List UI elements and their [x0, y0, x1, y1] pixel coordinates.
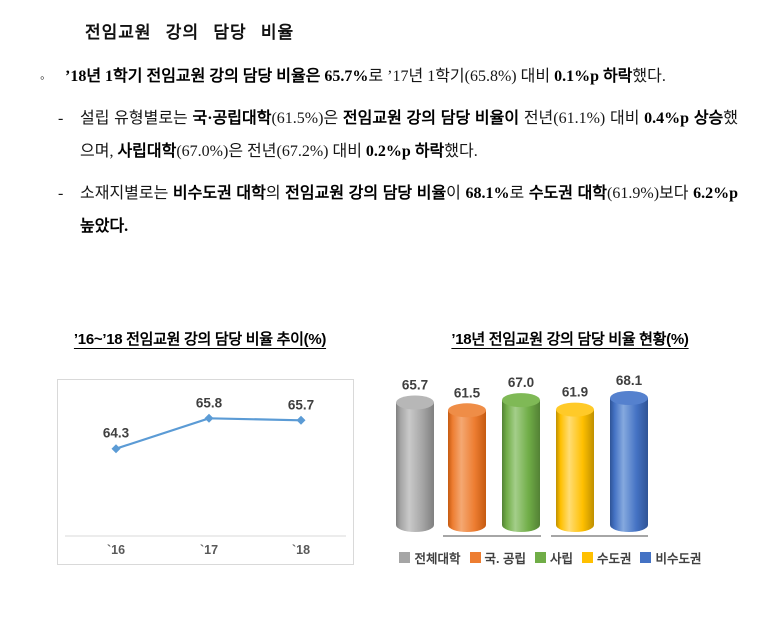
- data-point-label: 65.8: [196, 395, 223, 410]
- legend-swatch: [640, 552, 652, 563]
- text-run: (61.9%)보다: [607, 185, 694, 202]
- text-run: 설립 유형별로는: [80, 110, 193, 127]
- legend-swatch: [399, 552, 411, 563]
- bar-chart-title: ’18년 전임교원 강의 담당 비율 현황(%): [451, 331, 689, 348]
- line-chart: 64.3 `16 65.8 `17 65.7 `18: [57, 379, 354, 565]
- text-run: 6.2%p 높았다.: [80, 185, 738, 235]
- line-chart-title: ’16~’18 전임교원 강의 담당 비율 추이(%): [73, 331, 327, 348]
- text-run: 로: [509, 185, 529, 202]
- text-run: 수도권 대학: [528, 185, 608, 202]
- x-tick-label: `17: [200, 543, 218, 557]
- legend-item: 국. 공립: [469, 548, 526, 567]
- legend-item: 전체대학: [399, 548, 461, 567]
- text-run: 68.1%: [465, 185, 510, 202]
- bullet-marker: -: [58, 110, 64, 127]
- legend-item: 사립: [534, 548, 573, 567]
- data-point-marker: [111, 444, 121, 454]
- data-point-label: 64.3: [103, 426, 130, 441]
- text-run: 했다.: [632, 68, 666, 85]
- text-run: 국·공립대학: [192, 110, 272, 127]
- legend-swatch: [469, 552, 481, 563]
- line-series: [115, 417, 302, 450]
- text-run: 로 ’17년 1학기(65.8%) 대비: [368, 68, 555, 85]
- text-run: 0.1%p 하락: [554, 68, 633, 85]
- bar-cylinder: [610, 391, 648, 532]
- bar-cylinder: [502, 393, 540, 532]
- page-title: 전임교원 강의 담당 비율: [85, 23, 295, 42]
- bar-cylinder: [556, 402, 594, 532]
- legend-label: 전체대학: [414, 552, 461, 566]
- paragraph: - 소재지별로는 비수도권 대학의 전임교원 강의 담당 비율이 68.1%로 수…: [40, 177, 738, 243]
- line-chart-svg: 64.3 `16 65.8 `17 65.7 `18: [65, 395, 346, 557]
- bar-value-label: 67.0: [508, 375, 534, 390]
- data-point-marker: [204, 413, 214, 423]
- text-run: 의: [265, 185, 286, 202]
- legend-item: 비수도권: [640, 548, 702, 567]
- text-run: (61.5%)은: [271, 110, 343, 127]
- bar-value-label: 68.1: [616, 375, 643, 388]
- legend-label: 국. 공립: [484, 552, 526, 566]
- legend-label: 비수도권: [655, 552, 702, 566]
- charts-row: ’16~’18 전임교원 강의 담당 비율 추이(%) 64.3 `16 65.8 `…: [35, 328, 765, 567]
- text-run: ’18년 1학기 전임교원 강의 담당 비율은 65.7%: [65, 68, 369, 85]
- legend-label: 사립: [549, 552, 573, 566]
- paragraph: - 설립 유형별로는 국·공립대학(61.5%)은 전임교원 강의 담당 비율이 …: [40, 102, 738, 168]
- text-run: 0.2%p 하락: [365, 143, 445, 160]
- text-run: 전임교원 강의 담당 비율이: [342, 110, 520, 127]
- data-point-label: 65.7: [288, 397, 314, 412]
- text-run: 했으며,: [80, 110, 738, 160]
- text-run: 이: [446, 185, 466, 202]
- bar-value-label: 65.7: [402, 378, 428, 393]
- text-run: 비수도권 대학: [172, 185, 266, 202]
- bar-cylinder: [448, 403, 486, 532]
- bullet-marker: ◦: [40, 70, 45, 85]
- text-run: 소재지별로는: [80, 185, 173, 202]
- text-run: 전임교원 강의 담당 비율: [285, 185, 447, 202]
- bar-chart-legend: 전체대학 국. 공립 사립 수도권 비수도권: [378, 548, 723, 567]
- bar-value-label: 61.5: [454, 385, 481, 400]
- body-text: ◦ ’18년 1학기 전임교원 강의 담당 비율은 65.7%로 ’17년 1학기…: [40, 60, 738, 243]
- text-run: 전년(61.1%) 대비: [519, 110, 645, 127]
- legend-label: 수도권: [596, 552, 632, 566]
- legend-swatch: [581, 552, 593, 563]
- bullet-marker: -: [58, 185, 64, 202]
- line-chart-column: ’16~’18 전임교원 강의 담당 비율 추이(%) 64.3 `16 65.8 `…: [35, 328, 365, 567]
- text-run: 0.4%p 상승: [644, 110, 724, 127]
- paragraph: ◦ ’18년 1학기 전임교원 강의 담당 비율은 65.7%로 ’17년 1학기…: [40, 60, 738, 93]
- bar-chart: 65.7 61.5 67.0 61.9 68.1 전체대학 국. 공립 사립 수도권 비수도권: [378, 373, 723, 567]
- x-tick-label: `16: [107, 543, 125, 557]
- legend-swatch: [534, 552, 546, 563]
- data-point-marker: [296, 415, 306, 425]
- legend-item: 수도권: [581, 548, 632, 567]
- bar-chart-column: ’18년 전임교원 강의 담당 비율 현황(%) 65.7 61.5 67.0 61.…: [375, 328, 765, 567]
- text-run: 사립대학: [117, 143, 177, 160]
- text-run: (67.0%)은 전년(67.2%) 대비: [176, 143, 366, 160]
- text-run: 했다.: [444, 143, 478, 160]
- x-tick-label: `18: [292, 543, 310, 557]
- bar-chart-svg: 65.7 61.5 67.0 61.9 68.1: [396, 373, 648, 537]
- bar-cylinder: [396, 395, 434, 532]
- bar-chart-plot: 65.7 61.5 67.0 61.9 68.1: [378, 373, 723, 544]
- bar-value-label: 61.9: [562, 385, 588, 400]
